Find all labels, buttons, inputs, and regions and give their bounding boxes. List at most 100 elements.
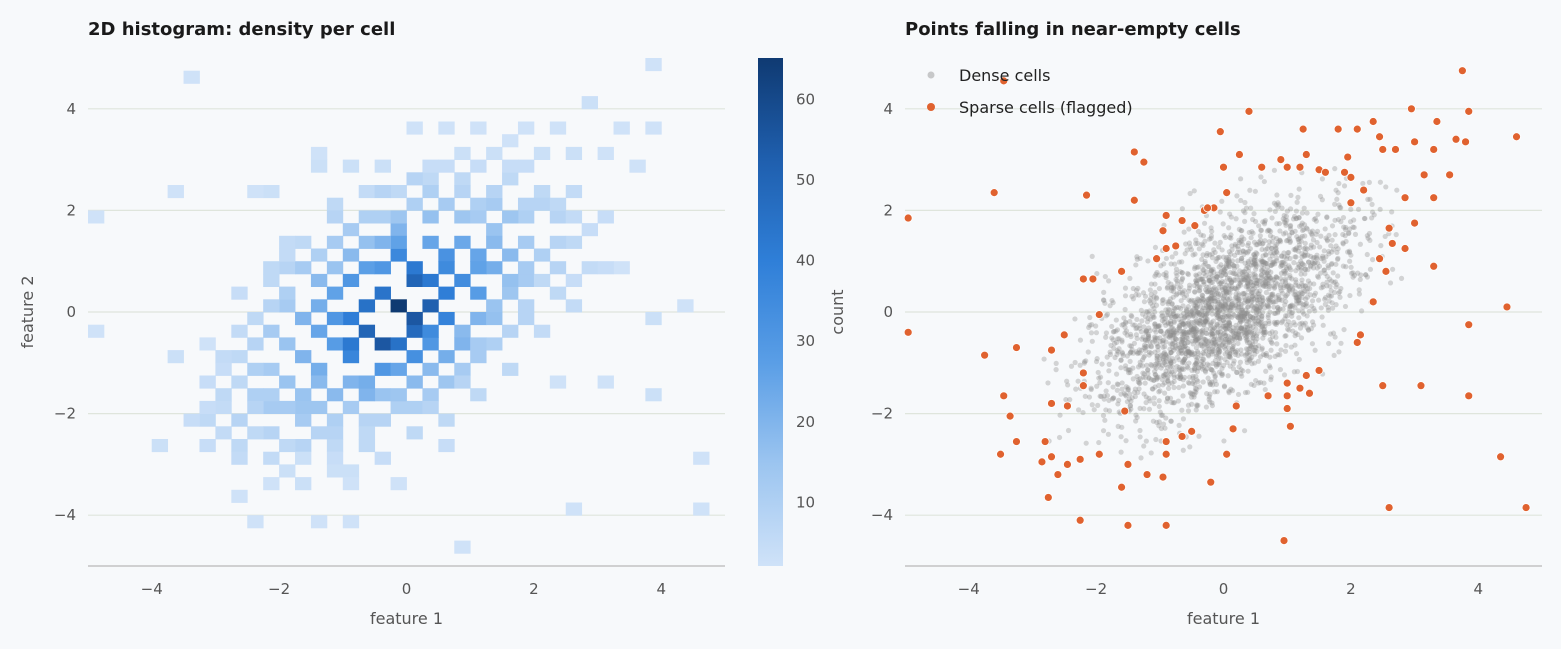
heatmap-cell [358,324,376,338]
dense-point [1125,367,1131,373]
dense-point [1118,357,1124,363]
dense-point [1241,315,1247,321]
dense-point [1194,329,1200,335]
dense-point [1215,305,1221,311]
dense-point [1183,292,1190,298]
dense-point [1182,355,1189,361]
dense-point [1221,330,1227,336]
dense-point [1245,260,1251,266]
dense-point [1284,217,1290,223]
heatmap-cell [470,312,487,326]
dense-point [1201,336,1208,342]
dense-point [1194,377,1200,383]
dense-point [1225,259,1231,265]
dense-point [1148,281,1155,287]
dense-point [1267,207,1273,213]
dense-point [1083,440,1089,446]
dense-point [1219,284,1225,291]
dense-point [1202,260,1208,266]
dense-point [1239,234,1245,240]
dense-point [1228,327,1234,334]
dense-point [1250,271,1256,277]
dense-point [1253,242,1259,248]
dense-point [1290,287,1296,293]
dense-point [1109,323,1115,330]
heatmap-cell [613,121,630,135]
dense-point [1233,331,1239,337]
dense-point [1314,265,1320,271]
dense-point [1236,335,1243,341]
dense-point [1175,398,1181,404]
dense-point [1193,305,1199,311]
dense-point [1263,275,1270,281]
dense-point [1270,261,1276,268]
dense-point [1235,332,1241,338]
dense-point [1264,246,1270,252]
dense-point [1260,219,1266,225]
dense-point [1201,322,1207,328]
dense-point [1269,329,1275,335]
dense-point [1182,313,1188,319]
dense-point [1302,283,1308,289]
dense-point [1308,326,1314,332]
dense-point [1238,228,1244,234]
colorbar-tick-label: 10 [796,493,815,511]
dense-point [1263,252,1269,258]
dense-point [1205,301,1211,307]
dense-point [1245,258,1251,264]
dense-point [1152,309,1158,315]
dense-point [1230,303,1236,309]
dense-point [1100,428,1107,434]
dense-point [1277,237,1283,243]
heatmap-cell [88,210,105,224]
dense-point [1101,297,1107,303]
dense-point [1157,323,1163,329]
dense-point [1191,319,1197,326]
dense-point [1211,339,1218,345]
dense-point [1340,263,1346,269]
dense-point [1219,337,1225,343]
dense-point [1214,321,1220,327]
dense-point [1181,315,1188,321]
dense-point [1281,250,1287,256]
dense-point [1204,289,1211,295]
dense-point [1252,271,1258,277]
dense-point [1320,255,1326,261]
dense-point [1141,443,1147,449]
dense-point [1293,351,1300,357]
dense-point [1208,296,1214,303]
dense-point [1193,318,1199,324]
dense-point [1169,399,1175,406]
dense-point [1199,292,1205,298]
heatmap-cell [342,312,360,326]
heatmap-cell [406,197,423,211]
dense-point [1244,324,1251,330]
dense-point [1196,433,1202,439]
dense-point [1293,301,1300,307]
dense-point [1163,272,1169,279]
dense-point [1242,199,1248,206]
dense-point [1283,342,1289,349]
dense-point [1267,330,1273,336]
dense-point [1118,449,1124,455]
dense-point [1091,407,1097,413]
dense-point [1206,344,1212,350]
dense-point [1196,246,1202,252]
dense-point [1214,256,1220,262]
dense-point [1279,290,1286,296]
dense-point [1286,286,1293,292]
dense-point [1233,295,1239,301]
dense-point [1359,308,1365,314]
dense-point [1177,328,1183,334]
dense-point [1148,300,1154,306]
dense-point [1191,266,1198,272]
dense-point [1346,230,1352,237]
dense-point [1219,323,1226,330]
dense-point [1239,228,1245,234]
dense-point [1194,348,1201,355]
dense-point [1279,297,1285,304]
dense-point [1135,389,1141,396]
heatmap-cell [645,58,662,72]
dense-point [1257,379,1264,386]
